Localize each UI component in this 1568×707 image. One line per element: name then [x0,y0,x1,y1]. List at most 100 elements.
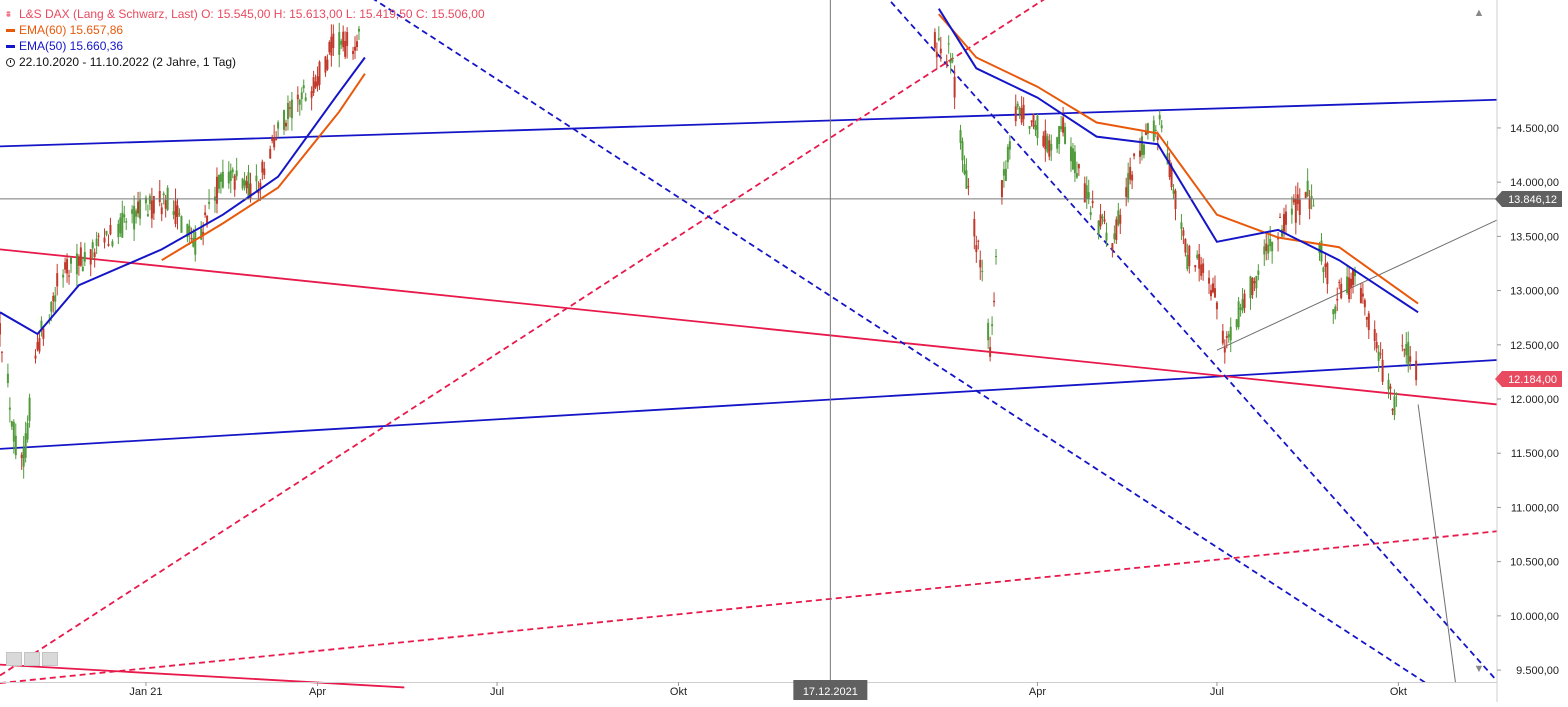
candle-body [1139,150,1142,157]
ema50-line-segment-2 [937,8,1419,314]
ema50-line-segment-1 [0,56,366,336]
candle-body [1058,126,1061,144]
trendline-7 [373,0,1427,684]
candle-body [989,347,992,357]
candle-body [219,173,222,182]
candle-body [967,186,970,188]
candle-body [1042,135,1045,147]
x-tick-label: Apr [309,686,326,698]
candle-body [951,60,954,62]
candle-body [328,42,331,53]
candle-body [233,175,236,190]
candle-body [1415,360,1418,381]
candle-body [1105,232,1108,241]
candle-body [1113,233,1116,240]
legend-range[interactable]: 22.10.2020 - 11.10.2022 (2 Jahre, 1 Tag) [6,54,485,70]
legend-main[interactable]: ⩩ L&S DAX (Lang & Schwarz, Last) O: 15.5… [6,6,485,22]
candle-body [215,176,218,204]
candle-body [977,240,980,242]
candle-body [1188,245,1191,267]
candle-body [338,32,341,55]
candle-body [1146,123,1149,134]
candle-body [1000,180,1003,197]
tool-button-2[interactable] [24,652,40,666]
candle-body [949,59,952,64]
candle-body [146,214,149,217]
candle-body [316,76,319,87]
candle-body [1182,230,1185,236]
candle-body [160,207,163,215]
candle-body [1284,211,1287,225]
candle-body [12,421,15,442]
candle-body [125,221,128,223]
legend-ema50[interactable]: EMA(50) 15.660,36 [6,38,485,54]
legend-ema60[interactable]: EMA(60) 15.657,86 [6,22,485,38]
candle-body [1346,276,1349,293]
candle-body [1338,281,1341,283]
candle-body [52,295,55,302]
legend-ema50-label: EMA(50) 15.660,36 [19,39,124,53]
candle-body [1294,198,1297,223]
candle-body [172,211,175,215]
candle-body [1144,131,1147,136]
candle-body [1322,267,1325,272]
candle-body [26,422,29,440]
candle-body [158,191,161,203]
candle-body [1407,341,1410,365]
y-axis-background [1497,0,1568,702]
candle-body [1194,265,1197,268]
candle-body [255,175,258,182]
candle-body [1352,269,1355,286]
candle-body [1267,244,1270,254]
candle-body [312,77,315,93]
candlestick-icon: ⩩ [6,9,11,19]
scroll-down-icon[interactable]: ▼ [1473,663,1485,675]
candle-body [245,181,248,189]
candle-body [164,200,167,209]
candle-body [1030,120,1033,122]
candle-body [1324,263,1327,268]
candle-body [975,245,978,252]
candle-body [1069,146,1072,162]
candle-body [117,223,120,238]
trendline-9 [1216,219,1498,351]
candle-body [1198,254,1201,269]
candle-body [1393,396,1396,416]
candle-body [22,448,25,467]
candle-body [987,322,990,341]
candle-layer [0,22,1418,479]
candle-body [979,259,982,268]
candle-body [6,373,9,384]
candle-body [133,205,136,230]
candle-body [1170,165,1173,188]
candle-body [111,241,114,247]
candle-body [56,273,59,287]
candle-body [1129,166,1132,180]
candle-body [1409,356,1412,362]
candle-body [1229,326,1232,341]
candle-body [993,300,996,303]
candle-body [14,435,17,456]
candle-body [1020,107,1023,123]
candle-body [1373,329,1376,341]
tool-button-3[interactable] [42,652,58,666]
candle-body [302,85,305,89]
candle-body [1332,309,1335,315]
scroll-up-icon[interactable]: ▲ [1473,7,1485,19]
candle-body [1184,238,1187,253]
candle-body [1064,126,1067,144]
candle-body [70,257,73,264]
candle-body [62,274,65,278]
trendline-2 [0,359,1498,450]
candle-body [1379,353,1382,355]
ema50-swatch [6,44,15,48]
candle-body [180,216,183,233]
tool-button-1[interactable] [6,652,22,666]
candle-body [202,231,205,235]
candle-body [1202,263,1205,273]
candle-body [249,183,252,199]
candle-body [54,295,57,302]
